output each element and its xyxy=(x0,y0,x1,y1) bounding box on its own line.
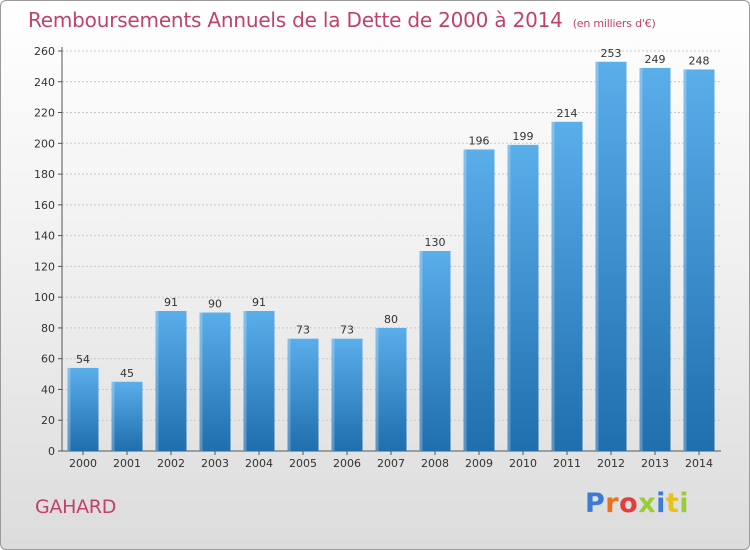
data-label-2001: 45 xyxy=(120,367,134,380)
bar-highlight xyxy=(287,338,291,451)
x-tick-label-2010: 2010 xyxy=(509,457,537,470)
data-label-2007: 80 xyxy=(384,313,398,326)
proxiti-logo: Proxiti xyxy=(585,488,689,519)
data-label-2012: 253 xyxy=(601,47,622,60)
bar-highlight xyxy=(463,149,467,451)
y-tick-label: 260 xyxy=(34,45,55,58)
data-label-2006: 73 xyxy=(340,324,354,337)
bar-2008 xyxy=(419,251,451,451)
bar-highlight xyxy=(595,61,599,452)
y-tick-label: 100 xyxy=(34,291,55,304)
bar-highlight xyxy=(375,327,379,451)
data-label-2002: 91 xyxy=(164,296,178,309)
bar-2001 xyxy=(111,381,143,451)
x-tick-label-2003: 2003 xyxy=(201,457,229,470)
x-tick-label-2014: 2014 xyxy=(685,457,713,470)
data-label-2005: 73 xyxy=(296,324,310,337)
bar-2002 xyxy=(155,311,187,451)
bar-highlight xyxy=(551,121,555,452)
y-tick-label: 220 xyxy=(34,107,55,120)
y-tick-label: 60 xyxy=(41,353,55,366)
logo-letter: i xyxy=(656,488,666,519)
logo-letter: r xyxy=(605,488,620,519)
y-tick-label: 180 xyxy=(34,168,55,181)
x-tick-label-2009: 2009 xyxy=(465,457,493,470)
bar-2012 xyxy=(595,61,627,452)
bar-highlight xyxy=(507,144,511,451)
bar-2013 xyxy=(639,67,671,451)
town-name: GAHARD xyxy=(35,496,117,518)
x-tick-label-2005: 2005 xyxy=(289,457,317,470)
logo-letter: P xyxy=(585,488,606,519)
data-label-2014: 248 xyxy=(689,54,710,67)
data-label-2013: 249 xyxy=(645,53,666,66)
data-label-2010: 199 xyxy=(513,130,534,143)
chart-subtitle: (en milliers d'€) xyxy=(572,17,656,30)
x-tick-label-2012: 2012 xyxy=(597,457,625,470)
chart-title: Remboursements Annuels de la Dette de 20… xyxy=(28,8,656,32)
bar-highlight xyxy=(199,312,203,451)
bar-2014 xyxy=(683,69,715,451)
bar-highlight xyxy=(331,338,335,451)
x-tick-label-2004: 2004 xyxy=(245,457,273,470)
chart-title-text: Remboursements Annuels de la Dette de 20… xyxy=(28,8,563,32)
bar-highlight xyxy=(683,69,687,451)
bar-highlight xyxy=(243,311,247,451)
x-tick-label-2008: 2008 xyxy=(421,457,449,470)
data-label-2011: 214 xyxy=(557,107,578,120)
x-tick-label-2006: 2006 xyxy=(333,457,361,470)
bar-highlight xyxy=(67,367,71,451)
bar-2000 xyxy=(67,367,99,451)
y-tick-label: 140 xyxy=(34,230,55,243)
bar-layer xyxy=(67,61,715,452)
y-tick-label: 20 xyxy=(41,414,55,427)
y-tick-label: 160 xyxy=(34,199,55,212)
bar-highlight xyxy=(111,381,115,451)
bar-highlight xyxy=(155,311,159,451)
logo-letter: t xyxy=(665,488,680,519)
bar-2006 xyxy=(331,338,363,451)
data-label-2000: 54 xyxy=(76,353,90,366)
y-tick-label: 200 xyxy=(34,137,55,150)
bar-2010 xyxy=(507,144,539,451)
data-label-2009: 196 xyxy=(469,134,490,147)
bar-2007 xyxy=(375,327,407,451)
bar-2009 xyxy=(463,149,495,451)
y-tick-label: 240 xyxy=(34,76,55,89)
data-label-2008: 130 xyxy=(425,236,446,249)
data-label-2003: 90 xyxy=(208,298,222,311)
bar-2005 xyxy=(287,338,319,451)
label-layer: 54 45 91 90 91 73 73 80 130 196 199 214 253 249 248 xyxy=(76,47,710,380)
x-tick-label-2007: 2007 xyxy=(377,457,405,470)
bar-2004 xyxy=(243,311,275,451)
x-tick-label-2013: 2013 xyxy=(641,457,669,470)
x-tick-label-2002: 2002 xyxy=(157,457,185,470)
bar-2011 xyxy=(551,121,583,452)
bar-highlight xyxy=(419,251,423,451)
bar-highlight xyxy=(639,67,643,451)
bar-2003 xyxy=(199,312,231,451)
y-tick-label: 0 xyxy=(48,445,55,458)
logo-letter: i xyxy=(679,488,690,519)
logo-letter: x xyxy=(638,488,657,519)
y-tick-label: 80 xyxy=(41,322,55,335)
x-tick-label-2000: 2000 xyxy=(69,457,97,470)
x-tick-label-2001: 2001 xyxy=(113,457,141,470)
y-tick-label: 120 xyxy=(34,260,55,273)
y-tick-label: 40 xyxy=(41,383,55,396)
data-label-2004: 91 xyxy=(252,296,266,309)
logo-letter: o xyxy=(619,488,639,519)
x-tick-label-2011: 2011 xyxy=(553,457,581,470)
